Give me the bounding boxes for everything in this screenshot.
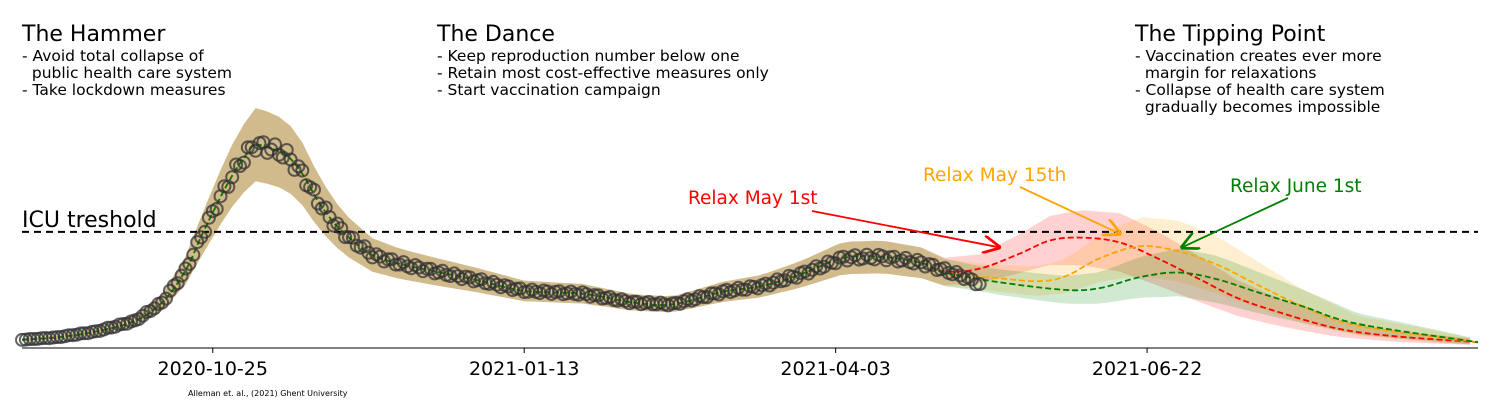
phase-tipping-point: The Tipping Point - Vaccination creates … xyxy=(1135,22,1385,116)
x-ticks: 2020-10-25 2021-01-13 2021-04-03 2021-06-22 xyxy=(158,348,1202,380)
observed-point xyxy=(338,230,353,245)
annotation-arrow xyxy=(811,210,999,247)
x-tick-label: 2021-06-22 xyxy=(1092,358,1202,380)
uncertainty-band xyxy=(22,108,1471,345)
phase-tipping-point-line: - Vaccination creates ever more xyxy=(1135,47,1382,65)
observed-point xyxy=(131,312,146,327)
annotation-arrow xyxy=(1019,186,1120,234)
observed-point xyxy=(287,162,302,177)
observed-point xyxy=(307,182,321,197)
credit-text: Alleman et. al., (2021) Ghent University xyxy=(188,389,348,398)
observed-point xyxy=(182,256,197,271)
observed-point xyxy=(953,268,968,283)
observed-point xyxy=(159,291,173,306)
observed-point xyxy=(334,221,349,236)
x-tick-label: 2021-04-03 xyxy=(780,358,890,380)
phase-dance-title: The Dance xyxy=(437,22,555,47)
observed-point xyxy=(949,265,964,279)
annotation-label: Relax May 1st xyxy=(688,188,818,209)
observed-point xyxy=(972,277,987,291)
annotations: Relax May 1st Relax May 15th Relax June 1s… xyxy=(688,165,1362,247)
annotation-arrow xyxy=(1182,197,1289,247)
phase-tipping-point-title: The Tipping Point xyxy=(1135,22,1326,47)
observed-points xyxy=(15,135,987,347)
observed-point xyxy=(275,150,290,165)
observed-point xyxy=(225,170,240,185)
phase-hammer: The Hammer - Avoid total collapse of pub… xyxy=(22,22,232,99)
phase-hammer-line: - Avoid total collapse of xyxy=(22,47,204,65)
phase-dance: The Dance - Keep reproduction number bel… xyxy=(437,22,769,99)
observed-point xyxy=(236,155,251,170)
observed-point xyxy=(801,266,816,281)
uncertainty-band xyxy=(22,108,1471,345)
phase-hammer-line: public health care system xyxy=(22,64,232,82)
phase-hammer-line: - Take lockdown measures xyxy=(22,81,226,99)
x-tick-label: 2020-10-25 xyxy=(158,358,268,380)
annotation-label: Relax June 1st xyxy=(1230,176,1362,197)
observed-point xyxy=(365,250,380,265)
annotation-label: Relax May 15th xyxy=(923,165,1066,186)
observed-point xyxy=(198,224,212,239)
phase-tipping-point-line: - Collapse of health care system xyxy=(1135,81,1385,99)
series-line xyxy=(21,143,1479,344)
observed-point xyxy=(233,159,247,173)
observed-point xyxy=(244,140,259,155)
observed-point xyxy=(295,163,310,178)
phase-tipping-point-line: margin for relaxations xyxy=(1135,64,1317,82)
icu-threshold-label: ICU treshold xyxy=(22,208,157,233)
phase-hammer-title: The Hammer xyxy=(22,22,166,47)
uncertainty-band xyxy=(22,108,1471,345)
uncertainty-bands xyxy=(22,108,1471,345)
phase-tipping-point-line: gradually becomes impossible xyxy=(1135,98,1381,116)
observed-point xyxy=(209,202,224,216)
phase-dance-line: - Keep reproduction number below one xyxy=(437,47,740,65)
phase-dance-line: - Retain most cost-effective measures on… xyxy=(437,64,769,82)
observed-point xyxy=(186,247,201,262)
observed-point xyxy=(170,276,185,291)
observed-point xyxy=(135,308,150,323)
x-tick-label: 2021-01-13 xyxy=(469,358,579,380)
observed-point xyxy=(345,230,360,245)
observed-point xyxy=(174,268,189,283)
phase-dance-line: - Start vaccination campaign xyxy=(437,81,661,99)
observed-point xyxy=(155,295,170,310)
observed-point xyxy=(291,159,306,174)
